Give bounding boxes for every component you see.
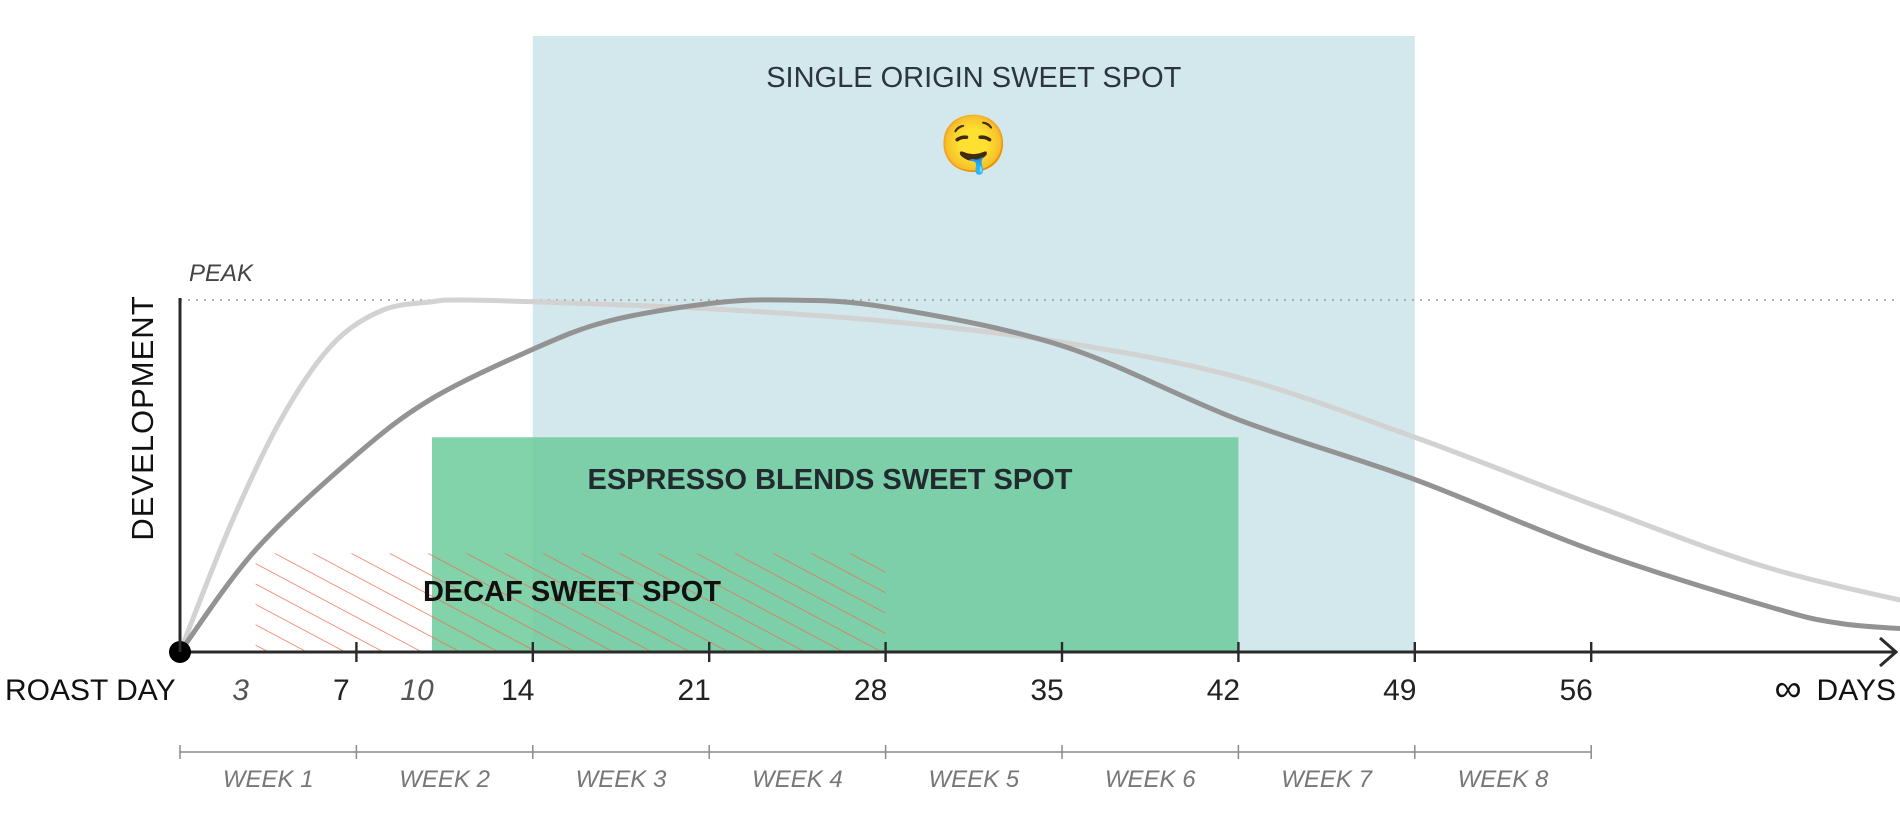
x-axis: 3 7 10 14 21 28 35 42 49 56 ROAST DAY DAYS ∞ <box>5 636 1899 710</box>
week-label-3: WEEK 3 <box>576 766 667 793</box>
x-tick-label-7: 7 <box>333 674 350 707</box>
week-label-4: WEEK 4 <box>752 766 843 793</box>
week-label-1: WEEK 1 <box>223 766 314 793</box>
x-tick-label-56: 56 <box>1560 674 1593 707</box>
week-label-8: WEEK 8 <box>1458 766 1549 793</box>
x-tick-label-10: 10 <box>400 674 434 707</box>
week-label-6: WEEK 6 <box>1105 766 1196 793</box>
espresso-blends-zone-label: ESPRESSO BLENDS SWEET SPOT <box>587 464 1072 496</box>
peak-reference: PEAK <box>180 260 1900 301</box>
x-axis-arrow-icon <box>1879 636 1899 668</box>
decaf-zone <box>255 553 886 652</box>
sweet-spot-zones <box>255 36 1415 652</box>
infinity-icon: ∞ <box>1774 668 1801 710</box>
week-label-2: WEEK 2 <box>399 766 490 793</box>
single-origin-zone-label: SINGLE ORIGIN SWEET SPOT <box>766 62 1181 94</box>
x-tick-label-49: 49 <box>1383 674 1416 707</box>
x-tick-label-21: 21 <box>678 674 711 707</box>
x-tick-label-42: 42 <box>1207 674 1240 707</box>
week-label-7: WEEK 7 <box>1281 766 1373 793</box>
drooling-face-icon: 🤤 <box>939 112 1009 176</box>
x-tick-label-28: 28 <box>854 674 887 707</box>
x-axis-start-label: ROAST DAY <box>5 674 176 707</box>
x-tick-label-3: 3 <box>232 674 249 707</box>
zone-labels: SINGLE ORIGIN SWEET SPOT 🤤 ESPRESSO BLENDS… <box>423 62 1182 608</box>
development-curves <box>177 297 1900 655</box>
decaf-zone-label: DECAF SWEET SPOT <box>423 576 721 608</box>
week-label-5: WEEK 5 <box>928 766 1019 793</box>
y-axis-label: DEVELOPMENT <box>125 295 160 540</box>
peak-label: PEAK <box>189 260 254 287</box>
dark-development-curve <box>177 297 1900 655</box>
x-tick-label-35: 35 <box>1030 674 1063 707</box>
x-axis-end-label: DAYS <box>1817 674 1896 707</box>
week-brackets: WEEK 1 WEEK 2 WEEK 3 WEEK 4 WEEK 5 WEEK 6 WEEK… <box>179 745 1592 793</box>
x-tick-label-14: 14 <box>501 674 534 707</box>
light-development-curve <box>177 297 1900 655</box>
y-axis: DEVELOPMENT <box>125 295 182 652</box>
